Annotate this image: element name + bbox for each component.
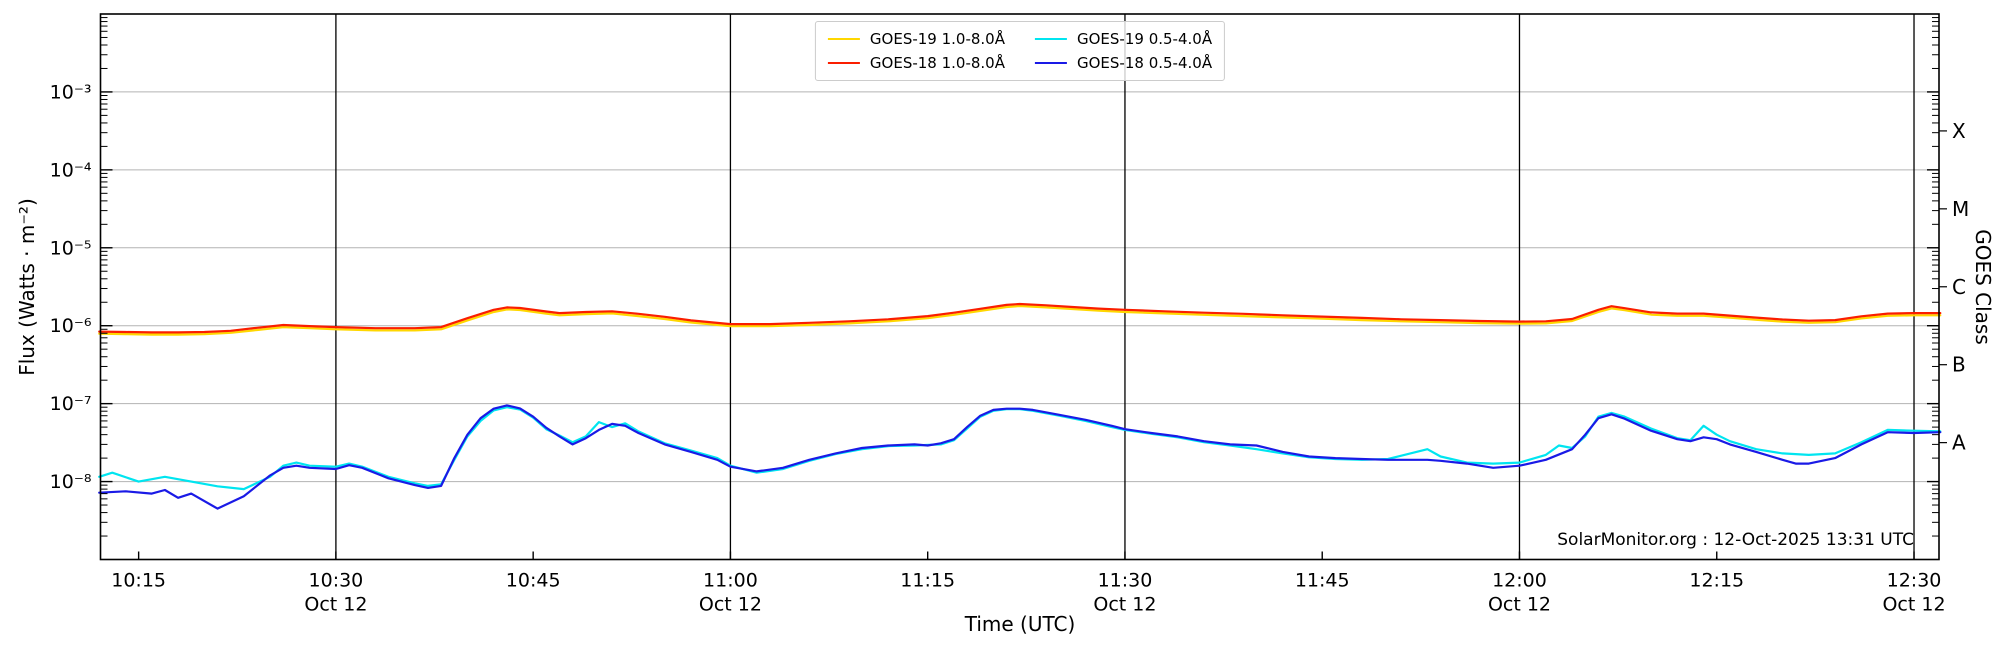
goes18-long-line-swatch (827, 62, 860, 64)
goes-class-label: C (1952, 275, 1966, 299)
goes-class-label: M (1952, 197, 1969, 221)
y-tick-label: 10⁻³ (50, 81, 92, 103)
legend-item-goes18-long: GOES-18 1.0-8.0Å (827, 54, 1005, 72)
x-tick-date-label: Oct 12 (699, 594, 762, 616)
x-tick-label: 12:15 (1689, 570, 1744, 592)
series-goes18-long (98, 302, 1942, 334)
goes19-short-line-swatch (1035, 38, 1067, 40)
y-tick-label: 10⁻⁷ (50, 393, 92, 415)
y-tick-label: 10⁻⁴ (50, 159, 92, 181)
x-tick-date-label: Oct 12 (1882, 594, 1945, 616)
x-tick-label: 11:15 (900, 570, 955, 592)
goes19-long-line-swatch (827, 38, 860, 40)
x-tick-label: 11:30 (1098, 570, 1153, 592)
legend-item-goes19-short: GOES-19 0.5-4.0Å (1035, 30, 1212, 48)
x-tick-label: 12:00 (1492, 570, 1547, 592)
goes-class-label: X (1952, 119, 1966, 143)
legend-label: GOES-18 0.5-4.0Å (1077, 54, 1213, 72)
goes18-short-line-swatch (1035, 62, 1067, 64)
x-tick-date-label: Oct 12 (1488, 594, 1551, 616)
x-tick-date-label: Oct 12 (1093, 594, 1156, 616)
y-tick-label: 10⁻⁵ (50, 237, 92, 259)
x-tick-label: 10:45 (506, 570, 561, 592)
legend: GOES-19 1.0-8.0Å GOES-18 1.0-8.0Å GOES-1… (814, 21, 1226, 81)
legend-item-goes19-long: GOES-19 1.0-8.0Å (827, 30, 1005, 48)
legend-item-goes18-short: GOES-18 0.5-4.0Å (1035, 54, 1212, 72)
x-tick-label: 10:30 (309, 570, 364, 592)
legend-label: GOES-18 1.0-8.0Å (869, 54, 1005, 72)
series-goes18-short (98, 404, 1942, 510)
goes-class-label: A (1952, 431, 1966, 455)
x-tick-label: 10:15 (111, 570, 166, 592)
x-axis-label: Time (UTC) (964, 612, 1076, 636)
source-watermark: SolarMonitor.org : 12-Oct-2025 13:31 UTC (1557, 530, 1914, 550)
goes-class-label: B (1952, 353, 1966, 377)
y-tick-label: 10⁻⁶ (50, 315, 92, 337)
legend-label: GOES-19 1.0-8.0Å (869, 30, 1005, 48)
legend-label: GOES-19 0.5-4.0Å (1077, 30, 1213, 48)
x-tick-label: 11:00 (703, 570, 758, 592)
y-axis-label: Flux (Watts · m⁻²) (15, 198, 39, 376)
x-tick-label: 11:45 (1295, 570, 1350, 592)
plot-border (99, 13, 1940, 561)
x-tick-date-label: Oct 12 (304, 594, 367, 616)
y-tick-label: 10⁻⁸ (50, 471, 92, 493)
x-tick-label: 12:30 (1887, 570, 1942, 592)
right-axis-label: GOES Class (1971, 229, 1995, 345)
series-goes19-short (98, 406, 1942, 491)
series-goes19-long (98, 304, 1942, 336)
